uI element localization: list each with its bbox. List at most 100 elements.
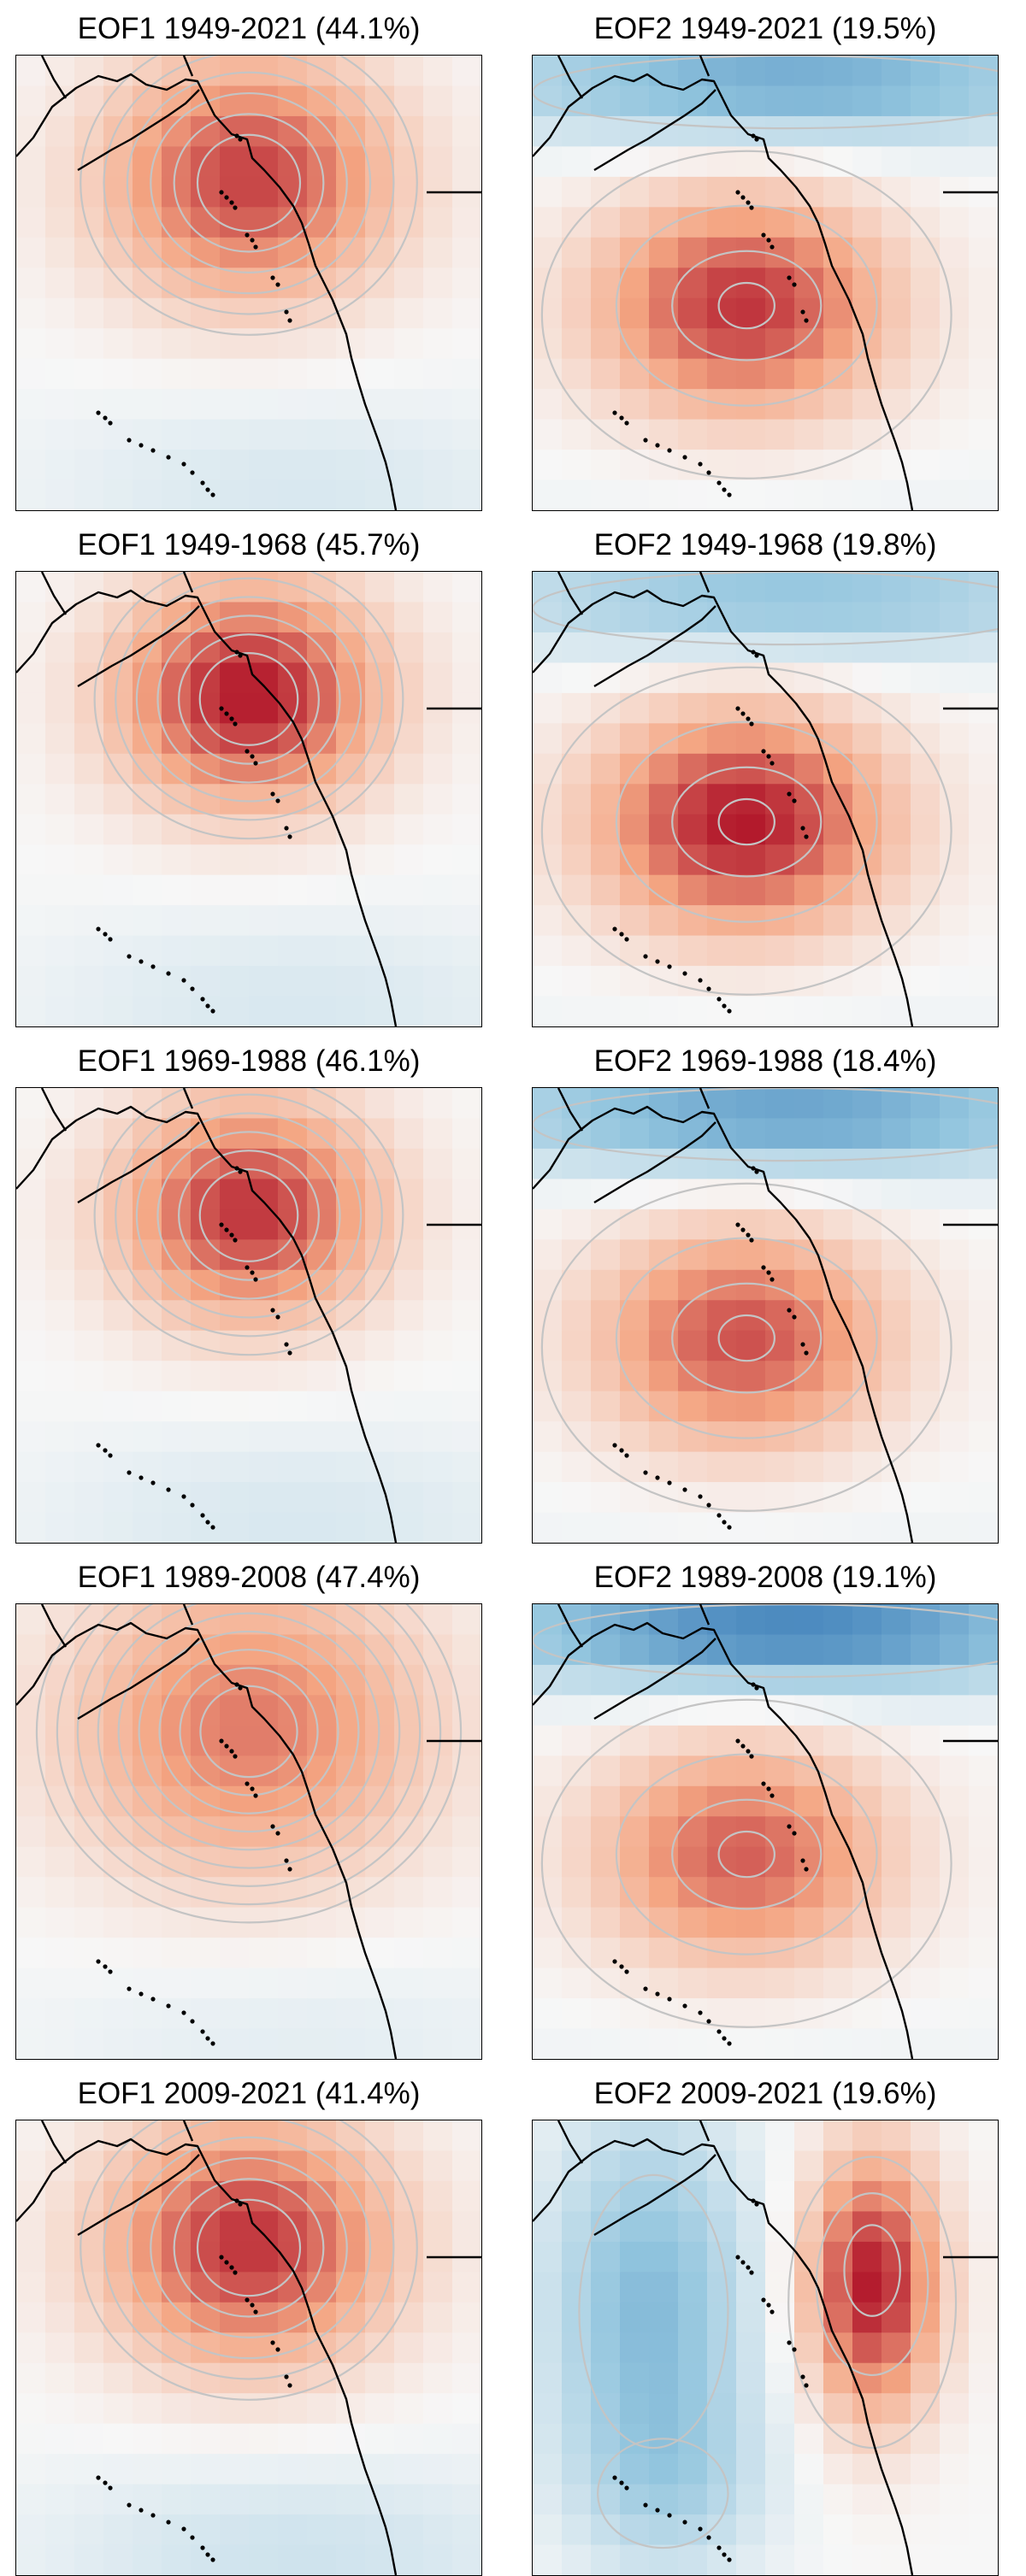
- grid-cell: [220, 2028, 250, 2059]
- grid-cell: [423, 1512, 453, 1543]
- grid-cell: [16, 2120, 46, 2152]
- grid-cell: [852, 450, 882, 481]
- eof-map: [533, 2120, 998, 2575]
- grid-cell: [220, 2302, 250, 2333]
- eof-panel: EOF2 1969-1988 (18.4%): [532, 1036, 999, 1544]
- grid-cell: [307, 2423, 337, 2455]
- grid-cell: [882, 1664, 911, 1696]
- grid-cell: [911, 874, 940, 906]
- grid-cell: [307, 2544, 337, 2575]
- contour-line: [135, 1112, 363, 1319]
- grid-cell: [649, 874, 679, 906]
- grid-cell: [45, 2028, 75, 2059]
- grid-cell: [678, 692, 708, 724]
- grid-cell: [423, 2150, 453, 2182]
- grid-cell: [882, 2332, 911, 2364]
- grid-cell: [162, 784, 192, 815]
- grid-cell: [74, 632, 104, 663]
- island-dot: [270, 791, 275, 797]
- grid-cell: [882, 389, 911, 421]
- contour-line: [198, 652, 299, 746]
- grid-cell: [162, 905, 192, 937]
- grid-cell: [191, 1482, 221, 1514]
- grid-cell: [736, 966, 766, 997]
- grid-cell: [620, 1877, 650, 1908]
- grid-cell: [394, 784, 424, 815]
- grid-cell: [969, 935, 998, 967]
- grid-cell: [191, 389, 221, 421]
- island-dot: [275, 798, 280, 803]
- grid-cell: [307, 1664, 337, 1696]
- grid-cell: [423, 268, 453, 299]
- grid-cell: [74, 1330, 104, 1362]
- grid-cell: [678, 935, 708, 967]
- coastline-path: [16, 2138, 398, 2575]
- grid-cell: [452, 1300, 481, 1332]
- grid-cell: [533, 268, 563, 299]
- grid-cell: [562, 115, 592, 147]
- grid-cell: [591, 207, 621, 238]
- grid-cell: [423, 1300, 453, 1332]
- grid-cell: [969, 1938, 998, 1969]
- island-dot: [190, 2019, 195, 2024]
- grid-cell: [336, 1118, 366, 1150]
- grid-cell: [162, 874, 192, 906]
- grid-cell: [940, 602, 970, 633]
- grid-cell: [249, 1482, 279, 1514]
- grid-cell: [74, 1421, 104, 1453]
- grid-cell: [452, 814, 481, 845]
- islands: [96, 1682, 292, 2046]
- grid-cell: [16, 2241, 46, 2273]
- grid-cell: [678, 1512, 708, 1543]
- grid-cell: [882, 1695, 911, 1726]
- island-dot: [253, 1793, 258, 1798]
- grid-cell: [365, 753, 395, 785]
- grid-cell: [591, 1756, 621, 1787]
- grid-cell: [191, 2241, 221, 2273]
- grid-cell: [16, 1998, 46, 2030]
- grid-cell: [74, 1816, 104, 1848]
- grid-cell: [794, 1634, 824, 1666]
- grid-cell: [794, 632, 824, 663]
- grid-cell: [423, 1785, 453, 1817]
- grid-cell: [394, 479, 424, 510]
- grid-cell: [591, 1421, 621, 1453]
- grid-cell: [823, 1664, 853, 1696]
- grid-cell: [533, 1451, 563, 1483]
- grid-cell: [678, 268, 708, 299]
- grid-cell: [74, 784, 104, 815]
- grid-cell: [882, 844, 911, 876]
- grid-cell: [765, 176, 795, 208]
- grid-cell: [969, 1907, 998, 1938]
- grid-cell: [16, 2484, 46, 2515]
- grid-cell: [16, 328, 46, 360]
- island-dot: [804, 1867, 809, 1872]
- grid-cell: [16, 1239, 46, 1271]
- island-dot: [612, 410, 617, 415]
- grid-cell: [533, 176, 563, 208]
- grid-cell: [678, 1391, 708, 1422]
- grid-cell: [307, 1967, 337, 1999]
- grid-cell: [336, 996, 366, 1026]
- island-dot: [166, 455, 171, 460]
- island-dot: [655, 1475, 660, 1480]
- grid-cell: [16, 237, 46, 268]
- grid-cell: [736, 692, 766, 724]
- grid-cell: [794, 237, 824, 268]
- grid-cell: [852, 1300, 882, 1332]
- grid-cell: [249, 2454, 279, 2485]
- color-grid: [533, 1604, 998, 2059]
- island-dot: [166, 971, 171, 976]
- grid-cell: [882, 237, 911, 268]
- contour-line: [135, 596, 363, 803]
- grid-cell: [823, 2393, 853, 2425]
- grid-cell: [678, 905, 708, 937]
- grid-cell: [794, 1482, 824, 1514]
- grid-cell: [940, 905, 970, 937]
- grid-cell: [394, 572, 424, 603]
- grid-cell: [794, 1604, 824, 1636]
- coastline-path: [533, 2138, 914, 2575]
- peninsula-path: [593, 2154, 716, 2237]
- grid-cell: [940, 1938, 970, 1969]
- grid-cell: [649, 1967, 679, 1999]
